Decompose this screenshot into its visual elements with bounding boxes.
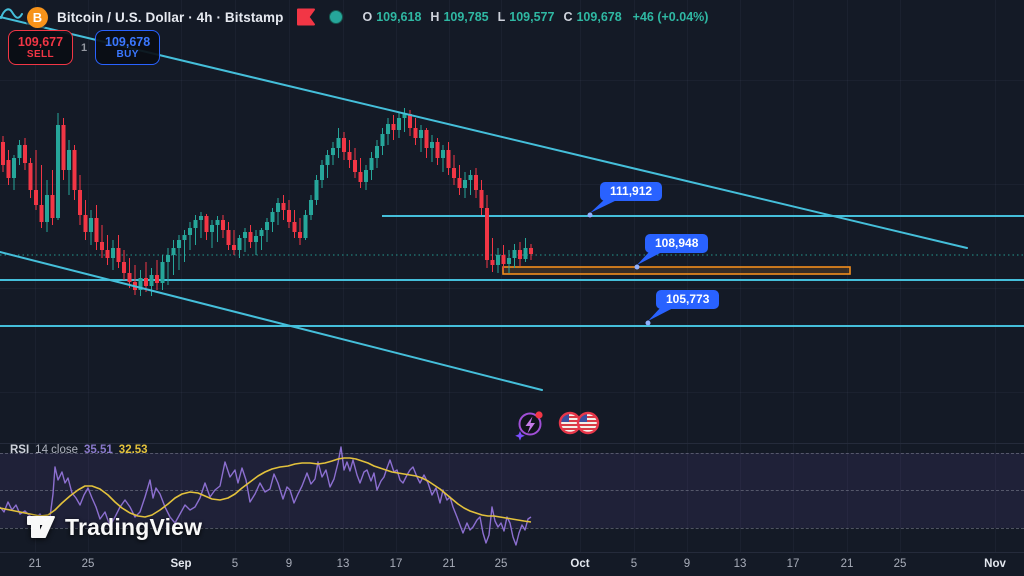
trendline xyxy=(0,16,968,249)
time-tick-month: Nov xyxy=(984,558,1006,570)
high-value: 109,785 xyxy=(443,10,489,24)
callout-tail xyxy=(648,307,675,321)
time-tick: 5 xyxy=(630,558,638,570)
support-resistance-levels xyxy=(0,215,1024,327)
tradingview-watermark: TradingView xyxy=(26,513,202,541)
market-status-dot[interactable] xyxy=(329,10,344,24)
rsi-ma-value: 32.53 xyxy=(118,444,148,456)
rsi-indicator-title[interactable]: RSI 14 close 35.51 32.53 xyxy=(10,444,148,456)
trendline-drawings xyxy=(0,16,968,391)
time-tick: 17 xyxy=(389,558,403,570)
grid-vline xyxy=(501,0,502,552)
tradingview-logo-icon xyxy=(27,516,55,538)
bitcoin-logo-icon: B xyxy=(27,6,48,28)
open-label: O xyxy=(362,10,373,24)
open-value: 109,618 xyxy=(376,10,422,24)
time-tick: 21 xyxy=(840,558,854,570)
rsi-level-30-line xyxy=(0,528,1024,529)
sell-button[interactable]: 109,677 SELL xyxy=(8,30,73,65)
grid-vline xyxy=(235,0,236,552)
time-tick: 13 xyxy=(336,558,350,570)
price-callout[interactable]: 105,773 xyxy=(656,290,720,309)
order-panel: 109,677 SELL 1 109,678 BUY xyxy=(8,30,161,65)
grid-vline xyxy=(580,0,581,552)
time-tick: 25 xyxy=(81,558,95,570)
grid-vline xyxy=(396,0,397,552)
grid-hline xyxy=(0,184,1024,185)
grid-vline xyxy=(793,0,794,552)
time-tick: 9 xyxy=(683,558,691,570)
watermark-text: TradingView xyxy=(65,513,203,540)
grid-vline xyxy=(634,0,635,552)
change-value: +46 (+0.04%) xyxy=(632,10,709,24)
rsi-line xyxy=(0,446,532,546)
time-tick: 5 xyxy=(231,558,239,570)
rsi-ma-line xyxy=(0,457,532,523)
spread-value: 1 xyxy=(81,41,88,54)
rsi-plot xyxy=(0,446,532,546)
grid-vline xyxy=(687,0,688,552)
close-value: 109,678 xyxy=(576,10,622,24)
grid-hline xyxy=(0,80,1024,81)
rsi-band xyxy=(0,453,1024,528)
grid-vline xyxy=(88,0,89,552)
time-tick: 25 xyxy=(893,558,907,570)
sell-price: 109,677 xyxy=(17,34,64,49)
candlestick-series xyxy=(1,108,533,296)
callout-tail xyxy=(590,199,619,213)
indicator-name: RSI xyxy=(10,444,30,456)
low-label: L xyxy=(497,10,506,24)
signal-event-icon[interactable] xyxy=(513,406,549,442)
time-tick-month: Oct xyxy=(570,558,590,570)
grid-vline xyxy=(289,0,290,552)
grid-vline xyxy=(343,0,344,552)
high-label: H xyxy=(430,10,440,24)
symbol-header: B Bitcoin / U.S. Dollar · 4h · Bitstamp … xyxy=(27,5,708,29)
supply-zone-box xyxy=(502,266,851,275)
callout-tail xyxy=(637,251,664,265)
close-label: C xyxy=(563,10,573,24)
grid-vline xyxy=(449,0,450,552)
time-tick: 21 xyxy=(442,558,456,570)
grid-vline xyxy=(35,0,36,552)
callout-anchor-dot xyxy=(634,264,640,270)
time-tick: 17 xyxy=(786,558,800,570)
price-callout[interactable]: 108,948 xyxy=(645,234,709,253)
grid-vline xyxy=(995,0,996,552)
time-axis[interactable]: 21 25 Sep 5 9 13 17 21 25 Oct 5 9 13 17 21 25 Nov xyxy=(0,552,1024,576)
grid-vline xyxy=(181,0,182,552)
buy-button[interactable]: 109,678 BUY xyxy=(95,30,161,65)
flag-icon[interactable] xyxy=(296,8,316,26)
grid-vline xyxy=(740,0,741,552)
indicator-params: 14 close xyxy=(35,444,79,456)
time-tick: 13 xyxy=(733,558,747,570)
economic-events-icon[interactable] xyxy=(556,408,604,444)
trendline xyxy=(0,251,543,391)
pane-separator[interactable] xyxy=(0,443,1024,444)
time-tick: 21 xyxy=(28,558,42,570)
grid-vline xyxy=(900,0,901,552)
buy-price: 109,678 xyxy=(105,34,151,49)
sell-label: SELL xyxy=(26,48,55,60)
buy-label: BUY xyxy=(116,48,139,60)
time-tick: 9 xyxy=(285,558,293,570)
grid-hline xyxy=(0,392,1024,393)
symbol-title[interactable]: Bitcoin / U.S. Dollar · 4h · Bitstamp xyxy=(57,9,284,25)
price-callout[interactable]: 111,912 xyxy=(600,182,663,201)
grid-hline xyxy=(0,288,1024,289)
time-tick: 25 xyxy=(494,558,508,570)
time-tick-month: Sep xyxy=(170,558,192,570)
drawing-squiggle xyxy=(0,8,23,19)
rsi-level-50-line xyxy=(0,490,1024,491)
rsi-level-70-line xyxy=(0,453,1024,454)
rsi-value: 35.51 xyxy=(84,444,113,456)
grid-vline xyxy=(847,0,848,552)
callout-anchor-dot xyxy=(645,320,651,326)
callout-anchor-dot xyxy=(587,212,593,218)
ohlc-values: O 109,618 H 109,785 L 109,577 C 109,678 … xyxy=(362,10,708,24)
low-value: 109,577 xyxy=(509,10,555,24)
